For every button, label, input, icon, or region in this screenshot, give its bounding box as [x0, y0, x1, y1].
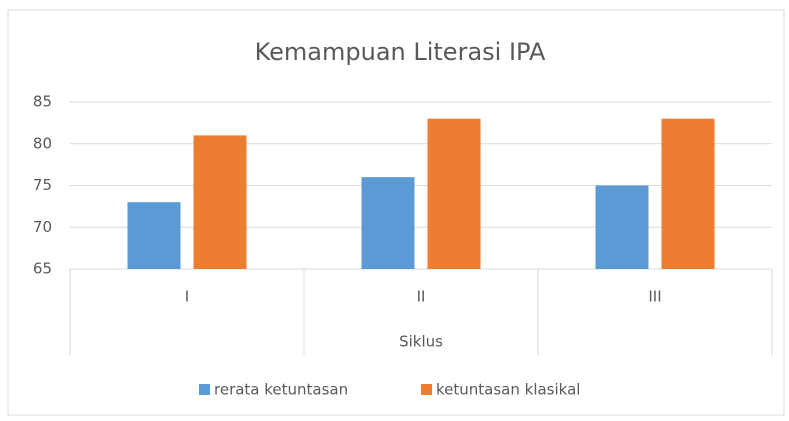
y-tick-label: 65 — [33, 260, 52, 278]
legend-label: ketuntasan klasikal — [436, 381, 580, 399]
bar — [193, 135, 247, 269]
legend-swatch — [421, 384, 432, 395]
x-tick-label: III — [648, 288, 661, 306]
bar — [661, 118, 715, 269]
y-tick-label: 70 — [33, 218, 52, 236]
x-tick-label: II — [417, 288, 426, 306]
bar — [595, 185, 649, 269]
bar — [361, 177, 415, 269]
chart-title: Kemampuan Literasi IPA — [255, 38, 546, 66]
bar — [127, 202, 181, 269]
legend-label: rerata ketuntasan — [214, 381, 348, 399]
y-tick-label: 85 — [33, 93, 52, 111]
y-tick-label: 80 — [33, 134, 52, 152]
y-tick-label: 75 — [33, 176, 52, 194]
bar — [427, 118, 481, 269]
legend-swatch — [199, 384, 210, 395]
x-tick-label: I — [185, 288, 189, 306]
x-axis-label: Siklus — [399, 333, 443, 351]
